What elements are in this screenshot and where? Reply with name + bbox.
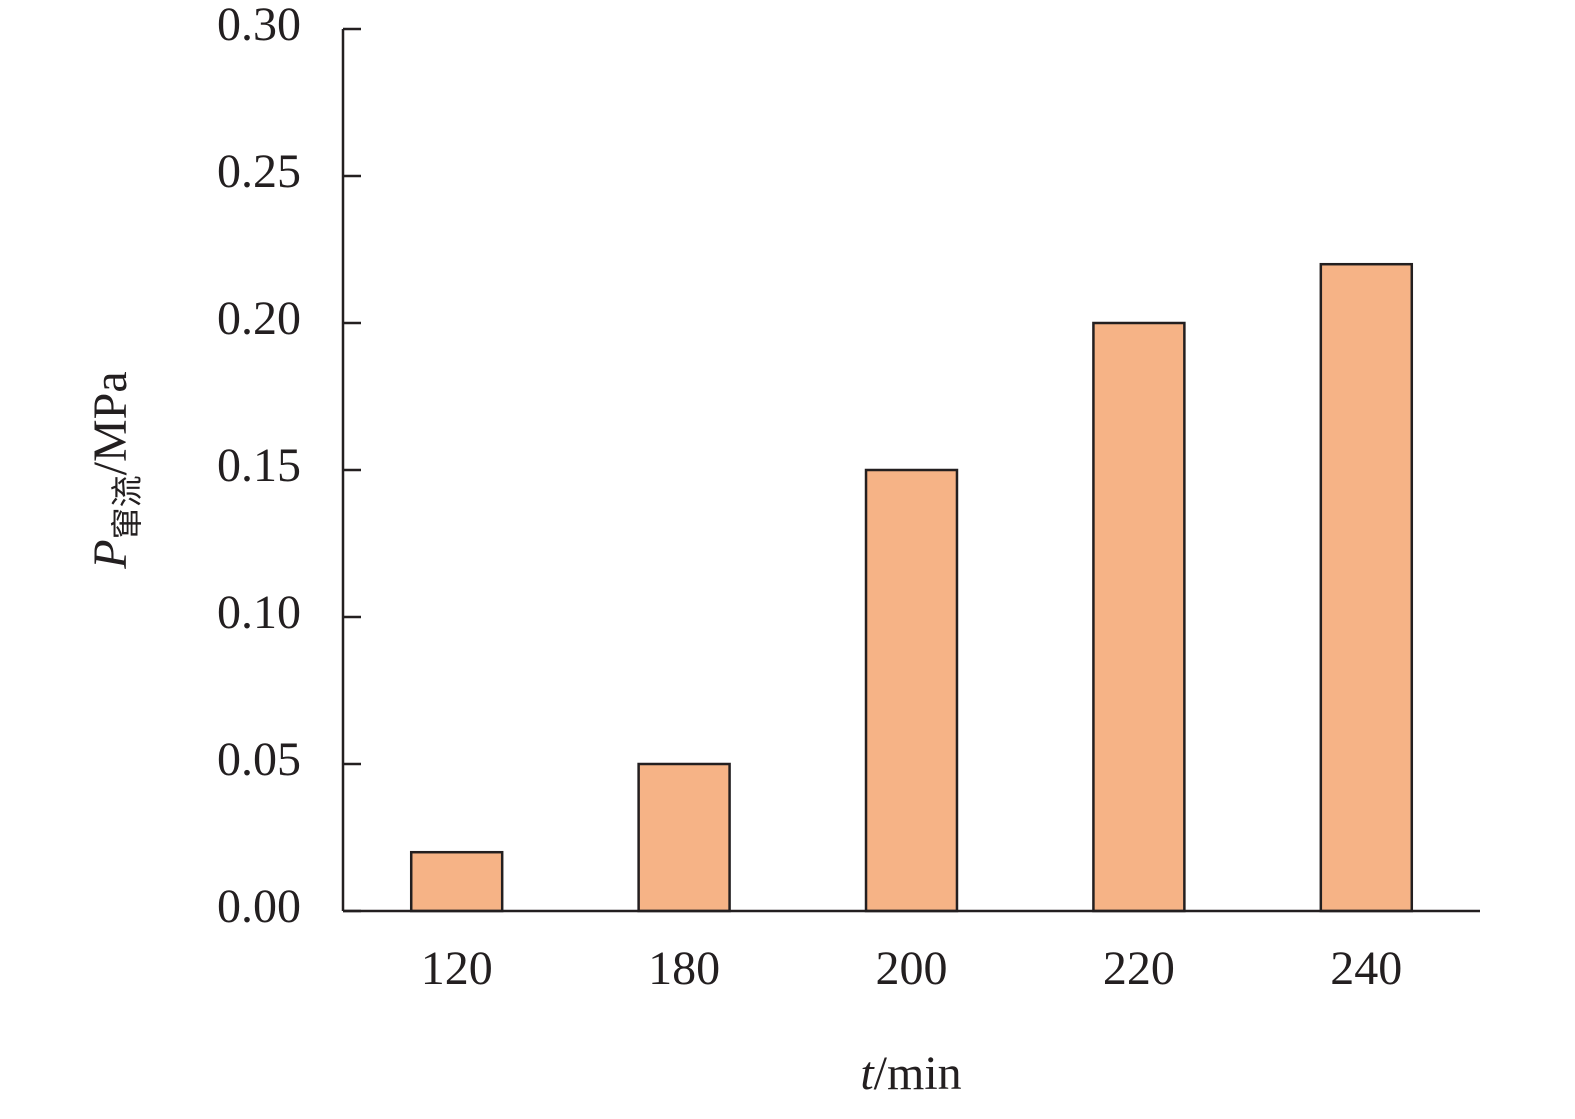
bar bbox=[637, 762, 731, 913]
x-tick-label: 240 bbox=[1330, 942, 1402, 995]
y-tick-label: 0.30 bbox=[217, 0, 301, 51]
y-tick-label: 0.25 bbox=[217, 145, 301, 198]
x-tick-label: 220 bbox=[1103, 942, 1175, 995]
x-axis-label: t/min bbox=[860, 1047, 961, 1100]
y-tick-label: 0.10 bbox=[217, 586, 301, 639]
x-tick-label: 200 bbox=[876, 942, 948, 995]
bar bbox=[1092, 321, 1186, 913]
x-label-symbol: t bbox=[860, 1047, 875, 1100]
y-tick-label: 0.15 bbox=[217, 439, 301, 492]
y-label-unit: /MPa bbox=[84, 371, 137, 475]
bar bbox=[409, 850, 504, 913]
y-label-symbol: P bbox=[84, 539, 137, 569]
y-axis-label: P窜流/MPa bbox=[84, 371, 146, 569]
bar bbox=[1319, 262, 1414, 913]
y-tick-label: 0.20 bbox=[217, 292, 301, 345]
x-tick-label: 120 bbox=[421, 942, 493, 995]
x-label-unit: /min bbox=[874, 1047, 962, 1100]
y-tick-label: 0.00 bbox=[217, 880, 301, 933]
bar bbox=[864, 468, 959, 913]
x-tick-label: 180 bbox=[648, 942, 720, 995]
y-label-subscript: 窜流 bbox=[108, 475, 146, 539]
y-tick-label: 0.05 bbox=[217, 733, 301, 786]
